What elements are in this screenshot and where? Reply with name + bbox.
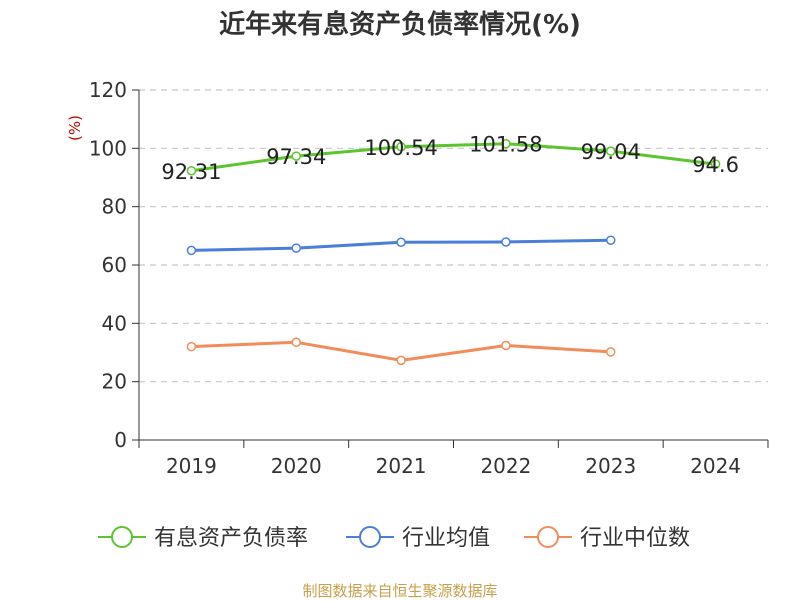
axis-layer: 0 20 40 60 80 100 120 (%) 2019 2020 2021 2022 2023 20… (66, 78, 769, 478)
chart-title: 近年来有息资产负债率情况(%) (219, 10, 581, 40)
legend-marker-icon (359, 526, 381, 548)
x-tick-label: 2019 (166, 454, 217, 478)
data-point (501, 340, 511, 351)
data-label: 101.58 (469, 133, 542, 157)
data-label: 97.34 (266, 145, 326, 169)
data-point (606, 235, 616, 245)
x-tick-label: 2022 (480, 454, 531, 478)
y-tick-label: 100 (89, 136, 127, 160)
data-point (186, 166, 197, 176)
data-point (291, 337, 301, 348)
x-tick-label: 2023 (585, 454, 636, 478)
legend: 有息资产负债率 行业均值 行业中位数 (98, 526, 690, 551)
x-tick-label: 2020 (271, 454, 322, 478)
legend-label: 行业中位数 (580, 526, 690, 551)
data-point (396, 355, 406, 366)
y-tick-label: 0 (114, 428, 127, 452)
data-label: 100.54 (364, 136, 437, 160)
x-tick-label: 2021 (376, 454, 427, 478)
data-point (396, 237, 406, 247)
y-tick-label: 60 (102, 253, 127, 277)
series-layer (186, 138, 721, 366)
legend-label: 有息资产负债率 (154, 526, 308, 551)
legend-marker-icon (537, 526, 559, 548)
data-label: 99.04 (581, 140, 641, 164)
data-point (501, 138, 511, 149)
data-label: 92.31 (161, 160, 221, 184)
y-axis-label: (%) (66, 115, 84, 141)
x-tick-label: 2024 (690, 454, 741, 478)
legend-marker-icon (111, 526, 133, 548)
grid-layer (139, 89, 768, 383)
source-note: 制图数据来自恒生聚源数据库 (302, 582, 498, 600)
y-tick-label: 120 (89, 78, 127, 102)
data-point (710, 159, 721, 169)
data-point (606, 146, 616, 156)
data-label: 94.6 (692, 153, 739, 177)
y-tick-label: 20 (102, 370, 127, 394)
data-point (186, 341, 197, 352)
data-label-layer: 92.31 97.34 100.54 101.58 99.04 94.6 (161, 133, 739, 184)
data-point (291, 151, 301, 161)
y-tick-label: 80 (102, 195, 127, 219)
data-point (396, 142, 406, 152)
y-tick-label: 40 (102, 311, 127, 335)
series-line (191, 142, 716, 173)
legend-label: 行业均值 (402, 526, 490, 551)
data-point (606, 347, 616, 357)
data-point (291, 243, 301, 253)
data-point (501, 237, 511, 247)
data-point (186, 245, 197, 256)
